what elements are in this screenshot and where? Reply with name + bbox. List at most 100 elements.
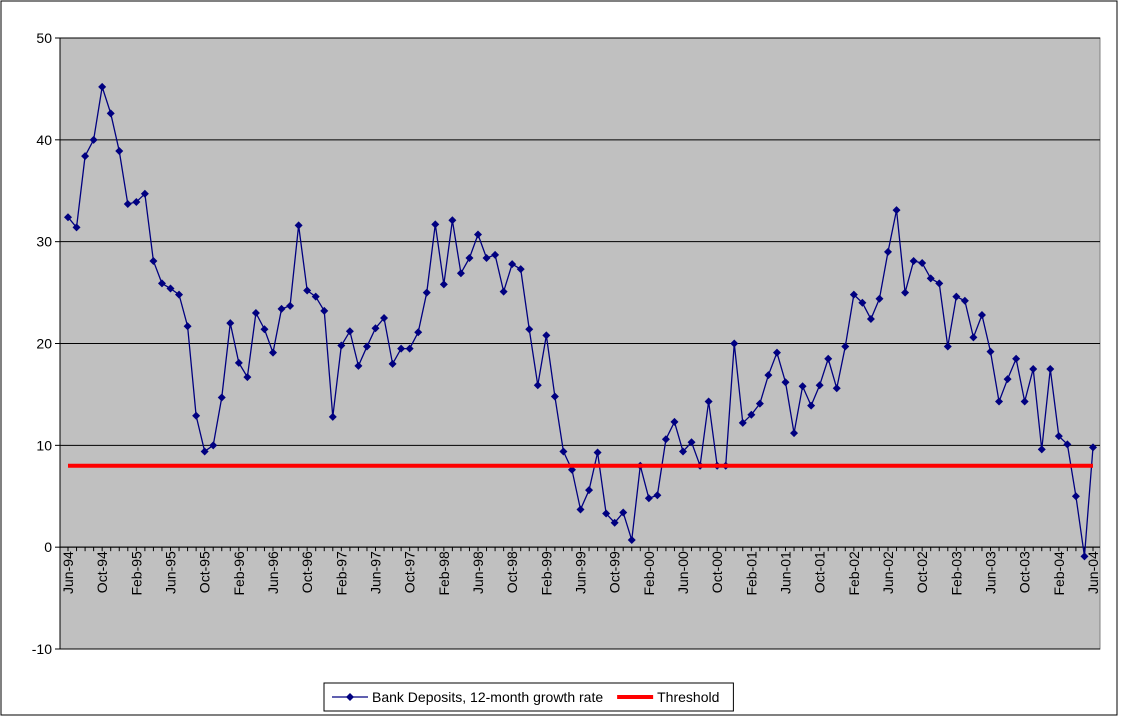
data-point bbox=[593, 448, 602, 457]
data-point bbox=[192, 411, 201, 420]
data-point bbox=[943, 342, 952, 351]
data-point bbox=[653, 491, 662, 500]
data-point bbox=[952, 292, 961, 301]
data-point bbox=[183, 322, 192, 331]
data-point bbox=[755, 399, 764, 408]
x-tick-label: Oct-94 bbox=[94, 551, 110, 593]
data-point bbox=[969, 333, 978, 342]
data-point bbox=[542, 331, 551, 340]
data-point bbox=[610, 518, 619, 527]
y-tick-label: 40 bbox=[36, 132, 52, 148]
data-point bbox=[337, 341, 346, 350]
data-point bbox=[576, 505, 585, 514]
y-tick-label: 20 bbox=[36, 336, 52, 352]
data-point bbox=[371, 324, 380, 333]
legend-label: Threshold bbox=[657, 689, 719, 705]
x-tick-label: Jun-01 bbox=[778, 551, 794, 594]
data-point bbox=[328, 412, 337, 421]
data-point bbox=[166, 284, 175, 293]
x-tick-label: Feb-98 bbox=[436, 551, 452, 596]
x-tick-label: Jun-02 bbox=[880, 551, 896, 594]
data-point bbox=[1071, 492, 1080, 501]
data-point bbox=[1037, 445, 1046, 454]
data-point bbox=[491, 250, 500, 259]
data-point bbox=[499, 287, 508, 296]
data-point bbox=[1046, 364, 1055, 373]
data-point bbox=[533, 381, 542, 390]
data-point bbox=[115, 147, 124, 156]
data-point bbox=[269, 348, 277, 357]
data-point bbox=[772, 348, 781, 357]
data-point bbox=[918, 259, 927, 268]
data-point bbox=[320, 306, 329, 315]
data-point bbox=[841, 342, 850, 351]
data-point bbox=[781, 378, 790, 387]
data-point bbox=[585, 486, 594, 495]
data-point bbox=[422, 288, 431, 297]
data-point bbox=[226, 319, 235, 328]
data-point bbox=[627, 536, 636, 545]
data-point bbox=[414, 328, 423, 337]
legend: Bank Deposits, 12-month growth rate Thres… bbox=[323, 682, 734, 712]
data-point bbox=[354, 361, 363, 370]
data-point bbox=[243, 373, 252, 382]
data-point bbox=[995, 397, 1004, 406]
x-tick-label: Jun-03 bbox=[983, 551, 999, 594]
x-tick-label: Oct-97 bbox=[402, 551, 418, 593]
data-point bbox=[89, 135, 98, 144]
data-point bbox=[884, 247, 892, 256]
data-point bbox=[465, 253, 474, 262]
y-tick-label: 10 bbox=[36, 437, 52, 453]
y-tick-label: 30 bbox=[36, 234, 52, 250]
x-tick-label: Oct-96 bbox=[299, 551, 315, 593]
data-point bbox=[81, 152, 90, 161]
data-point bbox=[747, 410, 756, 419]
x-tick-label: Oct-03 bbox=[1017, 551, 1033, 593]
data-point bbox=[456, 269, 465, 278]
data-point bbox=[362, 342, 371, 351]
data-point bbox=[345, 327, 354, 336]
data-point bbox=[1089, 443, 1097, 452]
data-point bbox=[217, 393, 226, 402]
data-point bbox=[251, 308, 260, 317]
legend-marker bbox=[346, 693, 354, 701]
data-point bbox=[764, 371, 773, 380]
series bbox=[64, 82, 1097, 561]
data-point bbox=[960, 296, 969, 305]
data-point bbox=[294, 221, 303, 230]
data-point bbox=[98, 82, 107, 91]
data-point bbox=[525, 325, 534, 334]
data-point bbox=[901, 288, 910, 297]
x-tick-label: Jun-97 bbox=[368, 551, 384, 594]
data-point bbox=[661, 435, 670, 444]
data-point bbox=[875, 294, 884, 303]
data-point bbox=[619, 508, 628, 517]
y-tick-label: 0 bbox=[44, 539, 52, 555]
data-point bbox=[798, 382, 807, 391]
data-point bbox=[550, 392, 559, 401]
x-tick-label: Feb-99 bbox=[538, 551, 554, 596]
data-point bbox=[790, 429, 799, 438]
data-point bbox=[405, 344, 414, 353]
x-tick-label: Jun-96 bbox=[265, 551, 281, 594]
x-tick-label: Jun-95 bbox=[163, 551, 179, 594]
data-point bbox=[260, 325, 269, 334]
data-point bbox=[602, 509, 611, 518]
data-point bbox=[209, 441, 218, 450]
data-point bbox=[704, 397, 713, 406]
data-point bbox=[858, 298, 867, 307]
data-point bbox=[567, 465, 576, 474]
data-point bbox=[448, 216, 457, 225]
data-point bbox=[1020, 397, 1029, 406]
x-tick-label: Oct-99 bbox=[607, 551, 623, 593]
data-point bbox=[679, 447, 687, 456]
x-tick-label: Oct-01 bbox=[812, 551, 828, 593]
x-tick-label: Feb-02 bbox=[846, 551, 862, 596]
data-point bbox=[849, 290, 858, 299]
legend-label: Bank Deposits, 12-month growth rate bbox=[372, 689, 603, 705]
data-point bbox=[474, 230, 482, 239]
data-point bbox=[380, 314, 389, 323]
data-point bbox=[832, 384, 841, 393]
data-point bbox=[977, 310, 986, 319]
data-point bbox=[132, 197, 141, 206]
